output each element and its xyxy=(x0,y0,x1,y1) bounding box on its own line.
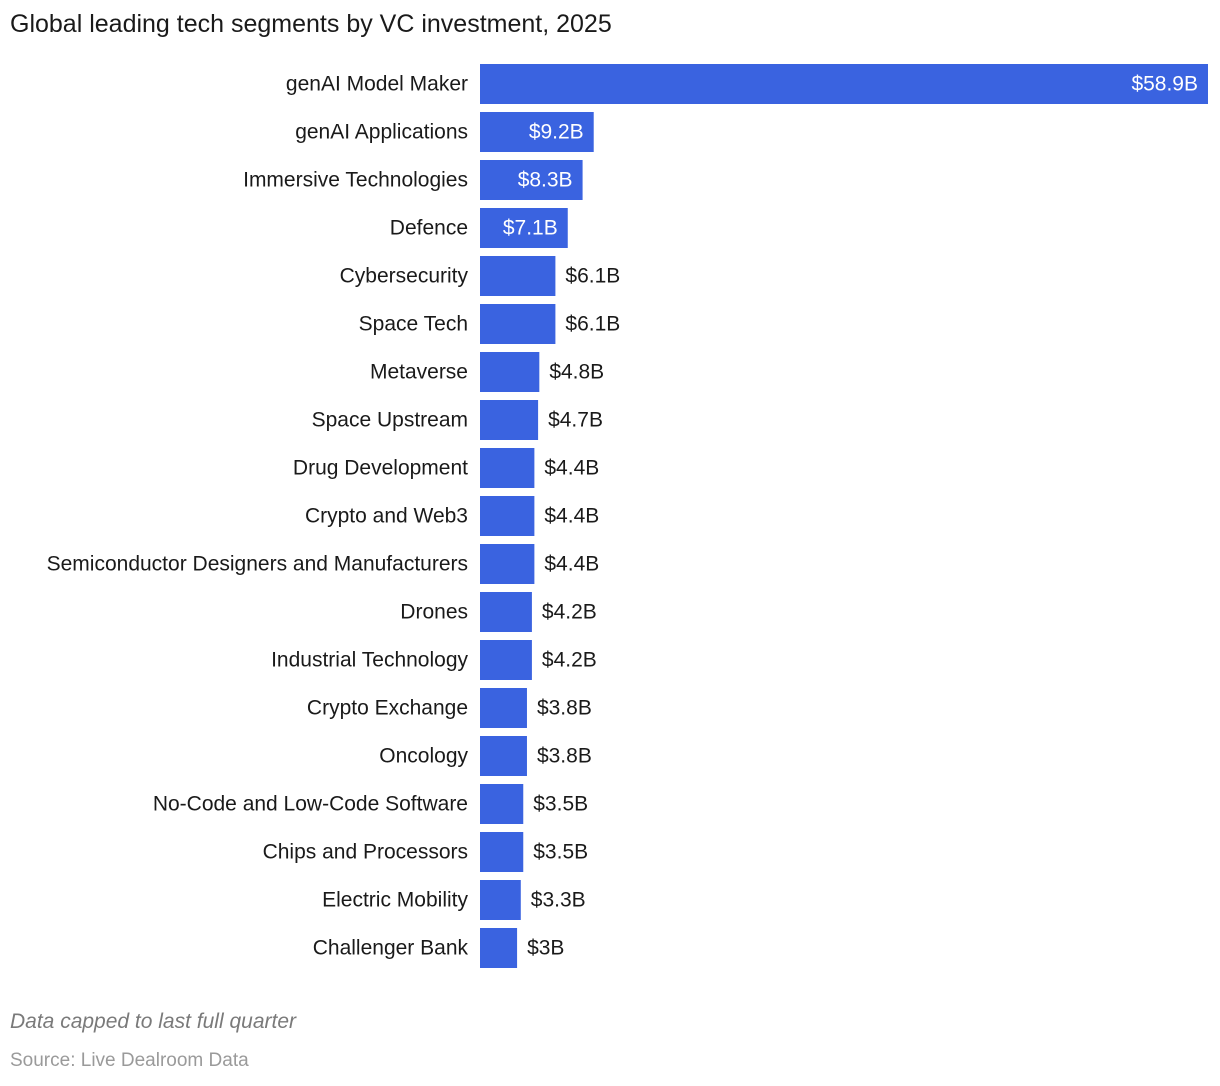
value-label: $6.1B xyxy=(565,313,620,336)
category-label: Semiconductor Designers and Manufacturer… xyxy=(47,553,468,576)
value-label: $4.4B xyxy=(544,505,599,528)
value-label: $3.3B xyxy=(531,889,586,912)
category-label: genAI Model Maker xyxy=(286,73,468,96)
chart-title: Global leading tech segments by VC inves… xyxy=(10,10,612,38)
bar xyxy=(480,880,521,920)
bar xyxy=(480,688,527,728)
bar xyxy=(480,304,556,344)
bar xyxy=(480,544,535,584)
category-label: Challenger Bank xyxy=(313,937,469,960)
bar xyxy=(480,784,524,824)
value-label: $3.5B xyxy=(533,793,588,816)
bar xyxy=(480,640,532,680)
value-label: $9.2B xyxy=(529,121,584,144)
category-label: Metaverse xyxy=(370,361,468,384)
bar xyxy=(480,64,1208,104)
value-label: $8.3B xyxy=(518,169,573,192)
bar xyxy=(480,832,524,872)
category-label: Defence xyxy=(390,217,468,240)
category-label: No-Code and Low-Code Software xyxy=(153,793,468,816)
category-label: Immersive Technologies xyxy=(243,169,468,192)
value-label: $4.4B xyxy=(544,553,599,576)
category-label: Electric Mobility xyxy=(322,889,468,912)
bar xyxy=(480,256,556,296)
bar xyxy=(480,208,568,248)
bar xyxy=(480,112,594,152)
value-label: $4.2B xyxy=(542,649,597,672)
footnote: Data capped to last full quarter xyxy=(10,1010,297,1033)
bar xyxy=(480,736,527,776)
category-label: Space Upstream xyxy=(312,409,468,432)
bar xyxy=(480,928,518,968)
bar xyxy=(480,352,540,392)
bar-chart: genAI Model Maker $58.9B genAI Application… xyxy=(47,64,1208,968)
value-label: $4.4B xyxy=(544,457,599,480)
category-label: Drones xyxy=(400,601,468,624)
bar xyxy=(480,496,535,536)
category-label: Crypto and Web3 xyxy=(305,505,468,528)
category-label: Space Tech xyxy=(359,313,468,336)
value-label: $3B xyxy=(527,937,564,960)
value-label: $3.8B xyxy=(537,745,592,768)
category-label: genAI Applications xyxy=(295,121,468,144)
category-label: Chips and Processors xyxy=(263,841,468,864)
bar xyxy=(480,448,535,488)
category-label: Oncology xyxy=(379,745,468,768)
value-label: $58.9B xyxy=(1131,73,1198,96)
value-label: $4.2B xyxy=(542,601,597,624)
category-label: Drug Development xyxy=(293,457,468,480)
value-label: $3.8B xyxy=(537,697,592,720)
category-label: Cybersecurity xyxy=(340,265,469,288)
bar xyxy=(480,592,532,632)
category-label: Crypto Exchange xyxy=(307,697,468,720)
category-label: Industrial Technology xyxy=(271,649,468,672)
bar xyxy=(480,160,583,200)
value-label: $7.1B xyxy=(503,217,558,240)
value-label: $6.1B xyxy=(565,265,620,288)
value-label: $4.7B xyxy=(548,409,603,432)
value-label: $3.5B xyxy=(533,841,588,864)
source-note: Source: Live Dealroom Data xyxy=(10,1050,249,1071)
bar xyxy=(480,400,539,440)
value-label: $4.8B xyxy=(549,361,604,384)
